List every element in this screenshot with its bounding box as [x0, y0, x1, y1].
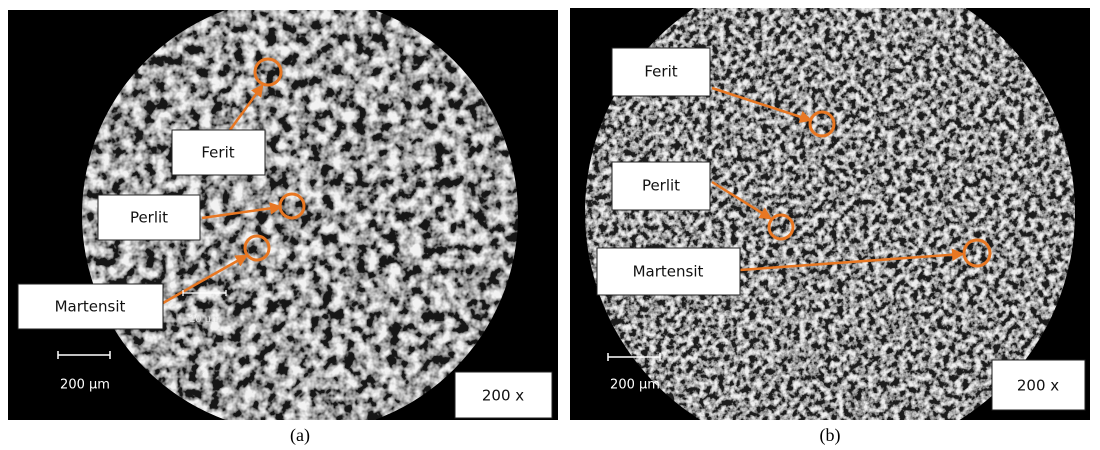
magnification: 200 x	[1017, 377, 1059, 395]
scale-label: 200 µm	[610, 378, 660, 393]
magnification: 200 x	[482, 387, 524, 405]
panel-b: Ferit Perlit Martensit 200 µm 200 x	[570, 0, 1090, 450]
label: Martensit	[55, 298, 126, 316]
figure: Ferit Perlit Martensit 20 µm 200 µm 200 …	[0, 0, 1100, 450]
caption: (a)	[290, 425, 310, 446]
scale-label: 200 µm	[60, 378, 110, 393]
inner-scale-label: 20 µm	[189, 311, 221, 325]
label: Ferit	[201, 144, 234, 162]
label: Perlit	[642, 177, 680, 195]
page: {"panels": [ {"caption": "(a)", "labels"…	[0, 0, 1100, 450]
label: Martensit	[633, 263, 704, 281]
label: Perlit	[130, 209, 168, 227]
panel-a: Ferit Perlit Martensit 20 µm 200 µm 200 …	[8, 0, 558, 440]
label: Ferit	[644, 63, 677, 81]
caption: (b)	[820, 425, 841, 446]
